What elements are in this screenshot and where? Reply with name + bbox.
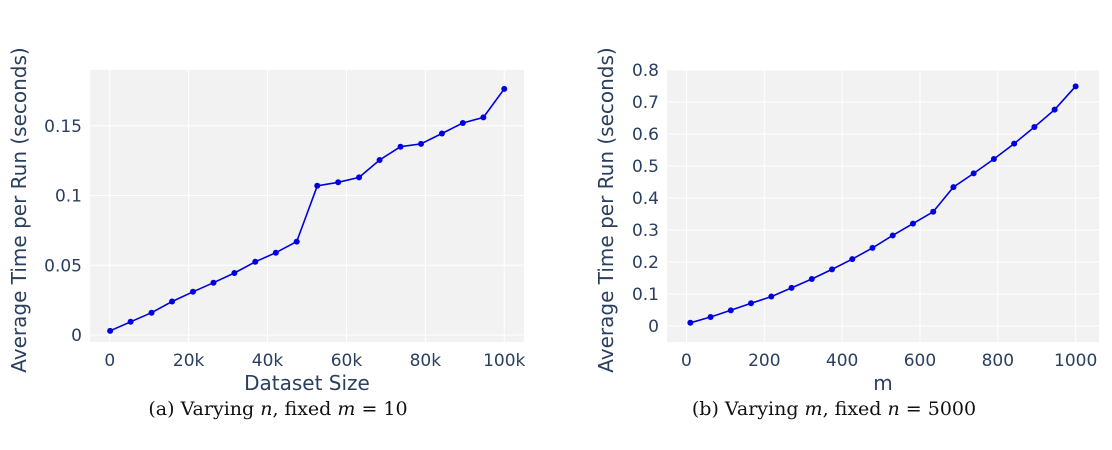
data-point-a xyxy=(459,120,466,127)
x-tick-label-a: 0 xyxy=(104,351,115,371)
data-point-a xyxy=(356,174,363,181)
data-point-b xyxy=(707,314,714,321)
x-tick-label-a: 80k xyxy=(410,351,442,371)
data-point-b xyxy=(869,244,876,251)
data-point-b xyxy=(788,284,795,291)
y-tick-label-b: 0.2 xyxy=(632,253,659,273)
x-tick-label-b: 0 xyxy=(681,351,692,371)
series-line-a xyxy=(109,88,505,332)
y-tick-label-b: 0 xyxy=(648,317,659,337)
data-point-a xyxy=(169,298,176,305)
caption-a-suffix: = 10 xyxy=(355,398,408,420)
y-tick-label-a: 0.1 xyxy=(55,187,82,207)
data-point-a xyxy=(293,238,300,245)
y-tick-label-b: 0.4 xyxy=(632,189,659,209)
data-point-a xyxy=(210,279,217,286)
x-tick-label-a: 100k xyxy=(483,351,525,371)
data-point-b xyxy=(849,256,856,263)
y-tick-label-b: 0.1 xyxy=(632,285,659,305)
caption-a-prefix: (a) Varying xyxy=(148,398,261,420)
x-tick-label-b: 1000 xyxy=(1054,351,1097,371)
x-axis-title-a: Dataset Size xyxy=(244,371,370,395)
caption-b-var2: n xyxy=(887,398,900,420)
data-point-b xyxy=(1072,83,1079,90)
data-point-b xyxy=(1011,140,1018,147)
y-tick-label-b: 0.5 xyxy=(632,157,659,177)
data-point-b xyxy=(990,155,997,162)
data-point-a xyxy=(272,249,279,256)
data-point-b xyxy=(1031,123,1038,130)
data-point-a xyxy=(418,140,425,147)
y-tick-label-a: 0.05 xyxy=(44,256,82,276)
data-point-b xyxy=(727,307,734,314)
x-tick-label-a: 20k xyxy=(173,351,205,371)
caption-a: (a) Varying n, fixed m = 10 xyxy=(0,398,556,420)
data-point-a xyxy=(148,309,155,316)
caption-b-middle: , fixed xyxy=(822,398,888,420)
data-point-b xyxy=(808,275,815,282)
data-point-b xyxy=(768,293,775,300)
data-point-a xyxy=(438,130,445,137)
y-tick-label-b: 0.7 xyxy=(632,93,659,113)
data-point-b xyxy=(889,232,896,239)
data-point-a xyxy=(480,114,487,121)
y-axis-title-a: Average Time per Run (seconds) xyxy=(7,47,31,372)
y-tick-label-b: 0.6 xyxy=(632,125,659,145)
x-tick-label-b: 800 xyxy=(982,351,1014,371)
series-line-b xyxy=(690,85,1077,324)
caption-a-var2: m xyxy=(337,398,356,420)
data-point-b xyxy=(829,266,836,273)
y-tick-label-a: 0.15 xyxy=(44,117,82,137)
caption-b: (b) Varying m, fixed n = 5000 xyxy=(556,398,1112,420)
data-point-b xyxy=(1051,106,1058,113)
plot-area-a xyxy=(90,70,524,342)
x-tick-label-b: 200 xyxy=(748,351,780,371)
data-point-a xyxy=(107,327,114,334)
caption-b-suffix: = 5000 xyxy=(899,398,977,420)
data-point-b xyxy=(687,319,694,326)
x-tick-label-a: 40k xyxy=(252,351,284,371)
data-point-a xyxy=(335,179,342,186)
data-point-b xyxy=(970,170,977,177)
y-tick-label-b: 0.3 xyxy=(632,221,659,241)
data-point-a xyxy=(189,288,196,295)
data-point-a xyxy=(397,143,404,150)
x-tick-label-b: 400 xyxy=(826,351,858,371)
plot-area-b xyxy=(667,70,1099,342)
y-axis-title-b: Average Time per Run (seconds) xyxy=(594,47,618,372)
data-point-b xyxy=(748,300,755,307)
caption-b-prefix: (b) Varying xyxy=(691,398,805,420)
data-point-a xyxy=(501,85,508,92)
caption-a-middle: , fixed xyxy=(272,398,338,420)
x-tick-label-a: 60k xyxy=(331,351,363,371)
data-point-a xyxy=(231,269,238,276)
data-point-a xyxy=(127,318,134,325)
data-point-b xyxy=(930,208,937,215)
data-point-a xyxy=(252,258,259,265)
data-point-a xyxy=(314,182,321,189)
data-point-b xyxy=(909,220,916,227)
x-axis-title-b: m xyxy=(873,371,892,395)
chart-b: 0 200 400 600 800 1000 0 0.1 0.2 0.3 0.4 0.5 0.6 0.7 0… xyxy=(594,47,1099,395)
caption-b-var1: m xyxy=(804,398,823,420)
caption-a-var1: n xyxy=(260,398,273,420)
y-tick-label-b: 0.8 xyxy=(632,61,659,81)
x-tick-label-b: 600 xyxy=(904,351,936,371)
y-tick-label-a: 0 xyxy=(71,326,82,346)
data-point-b xyxy=(950,184,957,191)
data-point-a xyxy=(376,156,383,163)
chart-a: 0 20k 40k 60k 80k 100k 0 0.05 0.1 0.15 Dataset Siz… xyxy=(7,47,526,395)
